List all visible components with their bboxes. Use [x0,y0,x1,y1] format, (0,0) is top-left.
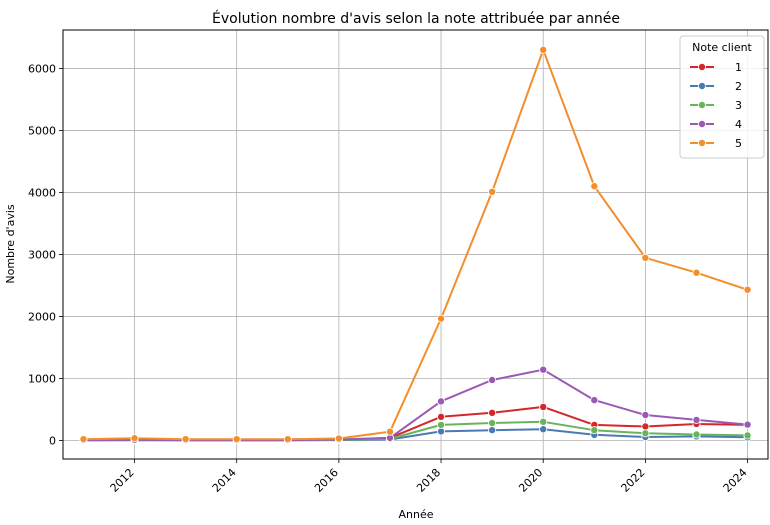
data-point [437,314,446,323]
y-tick-label: 5000 [28,124,56,137]
legend-label: 5 [735,137,742,150]
x-tick-label: 2024 [721,466,750,495]
y-tick-label: 2000 [28,310,56,323]
legend-swatch-marker [698,82,707,91]
data-point [743,431,752,440]
legend-item: 3 [690,99,742,112]
series-line [83,48,748,441]
y-tick-label: 6000 [28,62,56,75]
data-point [488,426,497,435]
plot-frame [62,29,769,460]
data-point [590,426,599,435]
data-point [590,396,599,405]
data-point [130,434,139,443]
legend-swatch-marker [698,101,707,110]
series-line [83,368,748,442]
x-tick-label: 2016 [312,466,341,495]
x-tick-label: 2020 [516,466,545,495]
data-point [437,397,446,406]
legend-swatch-marker [698,63,707,72]
y-tick-label: 1000 [28,372,56,385]
legend-label: 4 [735,118,742,131]
data-point [641,429,650,438]
data-point [181,435,190,444]
x-tick-label: 2012 [108,466,137,495]
legend-swatch-marker [698,138,707,147]
legend-label: 3 [735,99,742,112]
data-point [437,420,446,429]
data-point [641,422,650,431]
x-tick-label: 2018 [414,466,443,495]
data-point [539,45,548,54]
data-point [692,415,701,424]
legend-item: 1 [690,61,742,74]
data-point [539,417,548,426]
legend-swatch-marker [698,120,707,129]
data-point [743,420,752,429]
y-tick-label: 0 [49,434,56,447]
legend-item: 5 [690,137,742,150]
data-point [488,375,497,384]
grid [63,30,768,459]
data-point [641,253,650,262]
data-point [641,410,650,419]
x-tick-label: 2022 [619,466,648,495]
data-point [539,365,548,374]
series-5 [79,45,752,444]
y-tick-label: 4000 [28,186,56,199]
y-axis-label: Nombre d'avis [4,204,17,284]
x-axis-label: Année [398,508,433,521]
chart-title: Évolution nombre d'avis selon la note at… [212,10,620,27]
data-point [692,430,701,439]
y-tick-label: 3000 [28,248,56,261]
data-point [488,187,497,196]
data-point [385,427,394,436]
data-point [334,434,343,443]
data-point [539,425,548,434]
x-tick-label: 2014 [210,466,239,495]
legend-box [679,35,765,159]
data-point [79,435,88,444]
data-point [437,412,446,421]
data-point [590,182,599,191]
legend-label: 1 [735,61,742,74]
series [79,45,752,445]
legend-label: 2 [735,80,742,93]
legend-title: Note client [692,41,752,54]
legend: Note client 1 2 3 4 5 [679,35,765,159]
legend-item: 4 [690,118,742,131]
data-point [743,285,752,294]
data-point [283,435,292,444]
data-point [692,268,701,277]
data-point [488,408,497,417]
data-point [232,435,241,444]
data-point [488,419,497,428]
legend-item: 2 [690,80,742,93]
data-point [539,402,548,411]
